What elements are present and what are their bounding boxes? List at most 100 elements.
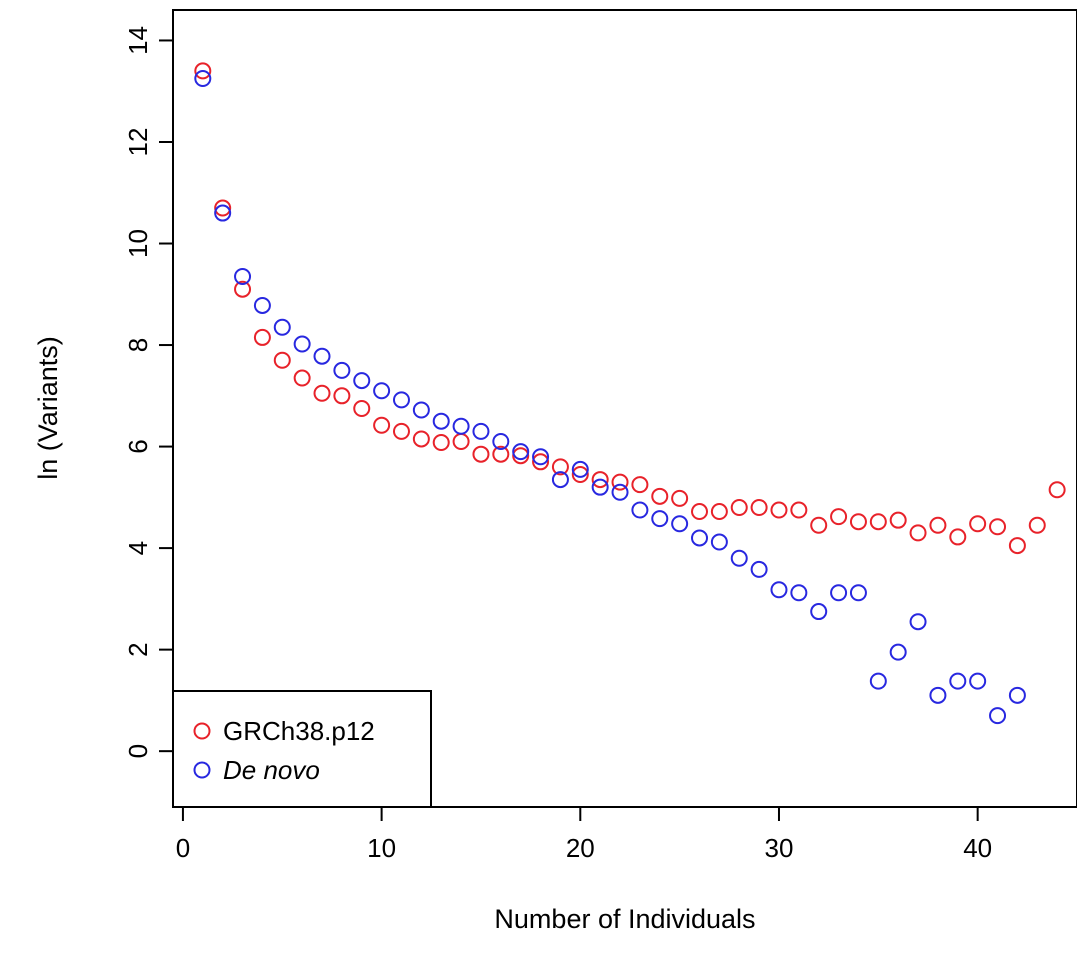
point-denovo bbox=[551, 471, 569, 489]
y-axis-title: ln (Variants) bbox=[33, 336, 63, 480]
x-tick-label: 10 bbox=[367, 833, 396, 863]
point-denovo bbox=[611, 483, 629, 501]
point-denovo bbox=[869, 672, 887, 690]
point-denovo bbox=[989, 707, 1007, 725]
point-denovo bbox=[253, 296, 271, 314]
point-denovo bbox=[214, 204, 232, 222]
point-grch38 bbox=[392, 422, 410, 440]
point-grch38 bbox=[551, 458, 569, 476]
point-grch38 bbox=[412, 430, 430, 448]
point-denovo bbox=[412, 401, 430, 419]
point-denovo bbox=[353, 372, 371, 390]
point-denovo bbox=[273, 318, 291, 336]
point-grch38 bbox=[770, 501, 788, 519]
point-grch38 bbox=[472, 445, 490, 463]
point-grch38 bbox=[730, 498, 748, 516]
point-denovo bbox=[810, 603, 828, 621]
point-grch38 bbox=[889, 511, 907, 529]
point-grch38 bbox=[830, 508, 848, 526]
point-grch38 bbox=[1028, 516, 1046, 534]
point-grch38 bbox=[631, 476, 649, 494]
y-tick-label: 10 bbox=[123, 229, 153, 258]
point-grch38 bbox=[253, 328, 271, 346]
point-grch38 bbox=[1048, 481, 1066, 499]
x-tick-label: 20 bbox=[566, 833, 595, 863]
y-axis: 0 2 4 6 8 10 12 14 bbox=[123, 26, 173, 758]
point-denovo bbox=[392, 391, 410, 409]
point-grch38 bbox=[452, 432, 470, 450]
legend-label-grch38: GRCh38.p12 bbox=[223, 716, 375, 746]
point-denovo bbox=[631, 501, 649, 519]
point-grch38 bbox=[333, 387, 351, 405]
legend-box bbox=[172, 690, 432, 808]
point-grch38 bbox=[591, 471, 609, 489]
point-grch38 bbox=[214, 199, 232, 217]
point-grch38 bbox=[691, 503, 709, 521]
point-denovo bbox=[293, 335, 311, 353]
point-denovo bbox=[472, 422, 490, 440]
point-denovo bbox=[651, 510, 669, 528]
point-grch38 bbox=[849, 513, 867, 531]
point-grch38 bbox=[969, 515, 987, 533]
legend-label-denovo: De novo bbox=[223, 755, 320, 785]
point-grch38 bbox=[810, 516, 828, 534]
point-grch38 bbox=[353, 400, 371, 417]
plot-frame bbox=[172, 9, 1077, 808]
legend-marker-denovo bbox=[193, 761, 211, 779]
point-grch38 bbox=[949, 528, 967, 546]
point-grch38 bbox=[989, 518, 1007, 536]
point-denovo bbox=[691, 529, 709, 547]
point-denovo bbox=[313, 347, 331, 365]
point-denovo bbox=[750, 560, 768, 578]
point-grch38 bbox=[571, 465, 589, 483]
point-denovo bbox=[452, 417, 470, 435]
x-axis: 0 10 20 30 40 bbox=[176, 807, 992, 863]
point-denovo bbox=[949, 672, 967, 690]
data-points bbox=[194, 62, 1066, 725]
point-denovo bbox=[730, 549, 748, 567]
point-denovo bbox=[571, 460, 589, 478]
y-tick-label: 14 bbox=[123, 26, 153, 55]
point-denovo bbox=[830, 584, 848, 602]
y-tick-label: 2 bbox=[123, 642, 153, 656]
x-tick-label: 30 bbox=[765, 833, 794, 863]
point-denovo bbox=[909, 613, 927, 631]
point-denovo bbox=[492, 432, 510, 450]
point-grch38 bbox=[651, 487, 669, 505]
y-tick-label: 8 bbox=[123, 338, 153, 352]
point-grch38 bbox=[373, 416, 391, 434]
point-denovo bbox=[532, 448, 550, 466]
point-grch38 bbox=[750, 498, 768, 516]
legend-marker-grch38 bbox=[193, 722, 211, 740]
point-denovo bbox=[333, 361, 351, 379]
point-denovo bbox=[929, 686, 947, 704]
x-axis-title: Number of Individuals bbox=[494, 904, 755, 934]
point-grch38 bbox=[234, 280, 252, 298]
x-tick-label: 0 bbox=[176, 833, 190, 863]
point-grch38 bbox=[273, 351, 291, 369]
point-denovo bbox=[194, 70, 212, 88]
point-denovo bbox=[849, 584, 867, 602]
point-grch38 bbox=[671, 489, 689, 507]
legend: GRCh38.p12 De novo bbox=[172, 690, 432, 808]
point-grch38 bbox=[293, 369, 311, 387]
y-tick-label: 12 bbox=[123, 128, 153, 157]
point-denovo bbox=[770, 581, 788, 599]
x-tick-label: 40 bbox=[963, 833, 992, 863]
point-denovo bbox=[889, 643, 907, 661]
point-denovo bbox=[969, 672, 987, 690]
point-grch38 bbox=[492, 445, 510, 463]
point-denovo bbox=[671, 515, 689, 533]
point-grch38 bbox=[790, 501, 808, 519]
point-denovo bbox=[432, 412, 450, 430]
point-grch38 bbox=[313, 384, 331, 402]
point-grch38 bbox=[532, 453, 550, 471]
y-tick-label: 0 bbox=[123, 744, 153, 758]
point-grch38 bbox=[432, 434, 450, 452]
point-grch38 bbox=[194, 62, 212, 80]
point-grch38 bbox=[869, 513, 887, 531]
point-grch38 bbox=[710, 503, 728, 521]
point-grch38 bbox=[611, 473, 629, 491]
point-denovo bbox=[790, 584, 808, 602]
